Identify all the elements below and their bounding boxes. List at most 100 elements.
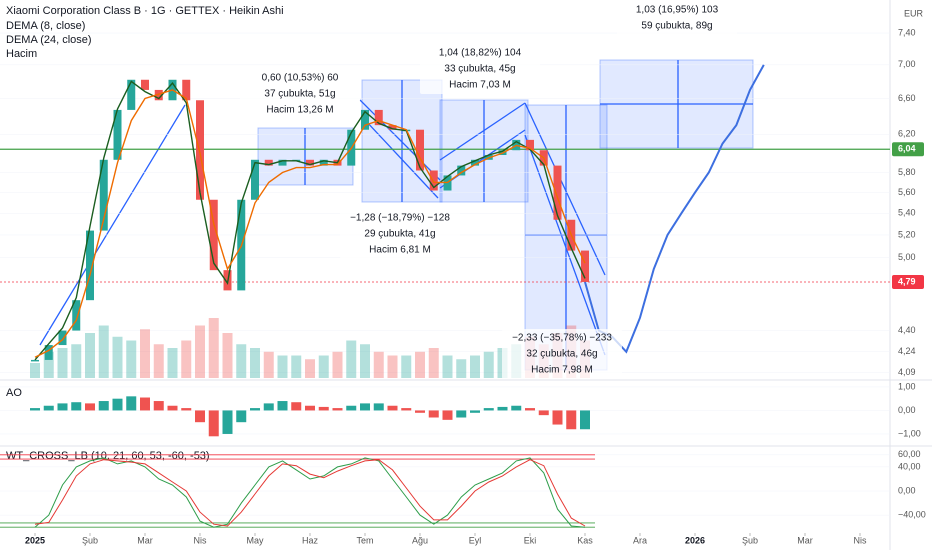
volume-bar [373,351,384,378]
ao-bar [181,408,192,411]
volume-bar [222,333,233,378]
volume-bar [401,355,412,378]
ao-bar [222,410,233,434]
candle [319,159,328,166]
volume-bar [291,355,302,378]
trend-line [524,134,606,356]
candle [553,165,562,220]
annotation: 33 çubukta, 45g [444,64,515,75]
chart-title: Xiaomi Corporation Class B · 1G · GETTEX… [6,5,284,17]
volume-bar [332,351,343,378]
volume-bar [30,363,40,378]
volume-bar [153,344,164,378]
candle [182,79,191,101]
volume-bar [126,340,137,378]
y-tick-label: 5,80 [898,167,916,177]
ao-bar [153,401,164,411]
ao-bar [470,410,480,413]
ao-bar [305,405,315,411]
candle [361,109,369,130]
x-tick-label: Şub [742,535,758,545]
currency: EUR [904,8,924,18]
annotation-box [340,209,460,259]
x-tick-label: Ağu [412,535,428,545]
x-tick-label: Eyl [469,535,482,545]
y-tick-label: −40,00 [898,509,926,519]
candle [388,125,397,130]
ao-bar [401,408,412,411]
y-tick-label: 4,09 [898,367,916,377]
ao-bar [387,405,398,411]
y-tick-label: 60,00 [898,449,921,459]
volume-bar [208,318,219,378]
ao-bar [538,410,549,416]
volume-bar [43,351,54,378]
ao-bar [428,410,439,418]
volume-bar [346,340,357,378]
annotation: −2,33 (−35,78%) −233 [512,333,612,344]
legend-entry: DEMA (8, close) [6,20,85,32]
trend-line [524,102,606,276]
y-tick-label: 5,00 [898,252,916,262]
volume-bar [112,336,123,378]
volume-bar [250,348,260,378]
volume-bar [305,359,315,378]
volume-bar [456,359,467,378]
y-tick-label: 1,00 [898,381,916,391]
candle [86,230,94,301]
ao-bar [373,403,384,411]
ao-bar [291,402,302,411]
trend-line [359,99,441,181]
volume-bar [318,355,329,378]
trend-line [39,104,186,346]
candle [72,300,81,331]
annotation-box [240,69,360,119]
price-tag [892,274,924,289]
ao-bar [318,406,329,411]
ao-bar [580,410,590,430]
ao-bar [525,408,535,411]
y-tick-label: 6,60 [898,93,916,103]
candle [196,100,204,200]
y-tick-label: 0,00 [898,405,916,415]
ao-bar [43,405,54,411]
annotation: 0,60 (10,53%) 60 [262,73,339,84]
candle [306,159,314,166]
ao-bar [85,403,95,411]
annotation: 1,04 (18,82%) 104 [439,48,522,59]
annotation: 29 çubukta, 41g [364,229,435,240]
volume-bar [195,325,205,378]
x-tick-label: 2026 [685,535,705,545]
y-tick-label: 0,00 [898,485,916,495]
x-tick-label: Mar [137,535,153,545]
ao-bar [140,397,150,411]
y-tick-label: 5,20 [898,229,916,239]
annotation: 1,03 (16,95%) 103 [636,5,719,16]
candle [154,89,163,101]
y-tick-label: 7,00 [898,59,916,69]
candle [251,159,259,200]
ao-bar [483,408,494,411]
annotation-box [502,329,622,379]
volume-bar [98,325,109,378]
candle [526,139,534,151]
legend-entry: DEMA (24, close) [6,34,92,46]
ao-bar [263,403,274,411]
ao-bar [456,410,467,418]
x-tick-label: Ara [633,535,647,545]
ao-bar [71,402,82,411]
candle [374,109,383,126]
x-tick-label: Mar [797,535,813,545]
ao-bar [346,405,357,411]
volume-bar [57,348,68,378]
candle [127,79,136,110]
x-tick-label: Tem [356,535,373,545]
ao-bar [98,401,109,411]
pane-title: AO [6,387,22,399]
candle [209,199,218,271]
ao-bar [112,398,123,411]
candle [31,359,39,362]
annotation: Hacim 7,03 M [449,80,511,91]
y-tick-label: 5,60 [898,187,916,197]
